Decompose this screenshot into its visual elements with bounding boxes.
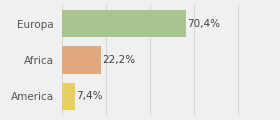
Bar	[62, 46, 101, 74]
Bar	[62, 83, 75, 110]
Text: 70,4%: 70,4%	[187, 19, 220, 29]
Text: 22,2%: 22,2%	[102, 55, 136, 65]
Bar	[62, 10, 186, 37]
Text: 7,4%: 7,4%	[76, 91, 103, 101]
